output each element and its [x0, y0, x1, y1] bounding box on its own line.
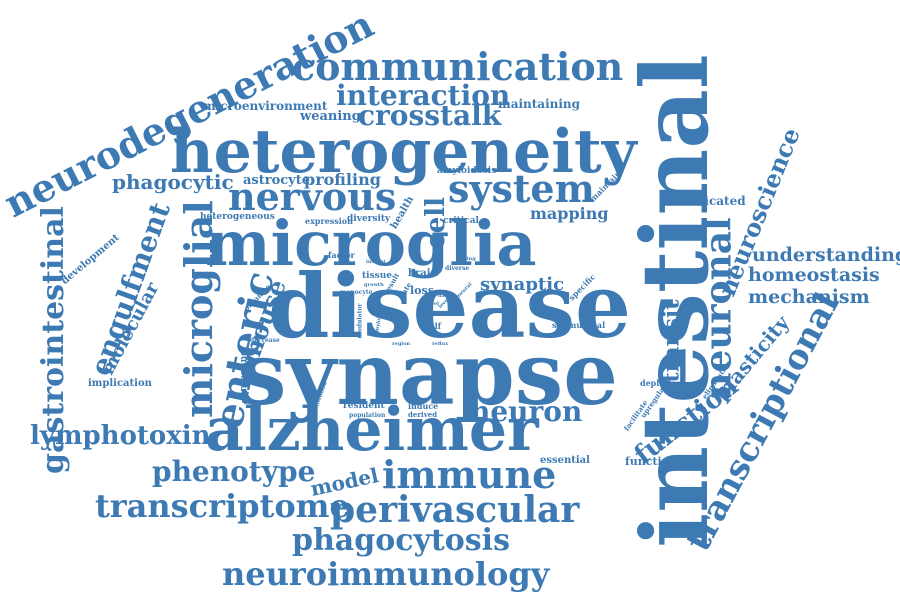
word-resident: resident	[343, 402, 385, 411]
word-maintaining: maintaining	[498, 98, 580, 110]
word-region: region	[392, 342, 410, 347]
word-finding: finding	[456, 257, 476, 262]
word-diverse: diverse	[445, 266, 469, 272]
word-heterogeneous: heterogeneous	[200, 213, 275, 222]
word-insight: insight	[366, 260, 386, 265]
word-induce: induce	[408, 402, 438, 410]
word-essential: essential	[540, 456, 590, 466]
word-understanding: understanding	[752, 246, 900, 265]
word-reflux: reflux	[432, 342, 448, 347]
word-intestine: intestine	[240, 350, 249, 395]
word-profiling: profiling	[304, 172, 381, 188]
word-growth: growth	[364, 283, 384, 288]
word-neuroimmunology: neuroimmunology	[222, 558, 549, 590]
word-submucosal: submucosal	[552, 321, 605, 329]
word-functional: functional	[625, 456, 688, 467]
word-population: population	[349, 413, 385, 419]
word-monocyte: monocyte	[340, 290, 372, 296]
word-synaptic: synaptic	[480, 276, 564, 294]
word-decrease: decrease	[250, 338, 280, 344]
word-implication: implication	[88, 379, 152, 389]
word-phagocytosis: phagocytosis	[292, 526, 510, 556]
word-crosstalk: crosstalk	[358, 102, 501, 130]
word-critical: critical	[443, 217, 479, 226]
word-lymphotoxin: lymphotoxin	[30, 423, 211, 449]
word-derived: derived	[408, 411, 437, 418]
word-mapping: mapping	[530, 206, 609, 222]
word-dedicated: dedicated	[680, 195, 746, 207]
word-diversity: diversity	[347, 215, 390, 224]
word-role: role	[422, 308, 433, 313]
word-mechanism: mechanism	[748, 288, 870, 307]
word-expression: expression	[305, 217, 353, 225]
word-phenotype: phenotype	[152, 458, 315, 486]
word-transit: transit	[660, 300, 682, 383]
word-neuron: neuron	[470, 398, 582, 426]
word-astrocyte: astrocyte	[243, 174, 310, 187]
word-self: self	[425, 322, 441, 330]
word-modulator: modulator	[358, 303, 364, 338]
word-homeostasis: homeostasis	[748, 266, 880, 285]
word-weaning: weaning	[300, 110, 361, 123]
word-brain: brain	[408, 269, 438, 279]
word-factor: factor	[328, 251, 355, 259]
word-loss: loss	[410, 285, 434, 296]
word-phagocytic: phagocytic	[112, 172, 234, 192]
word-amyloidosis: amyloidosis	[437, 167, 496, 176]
